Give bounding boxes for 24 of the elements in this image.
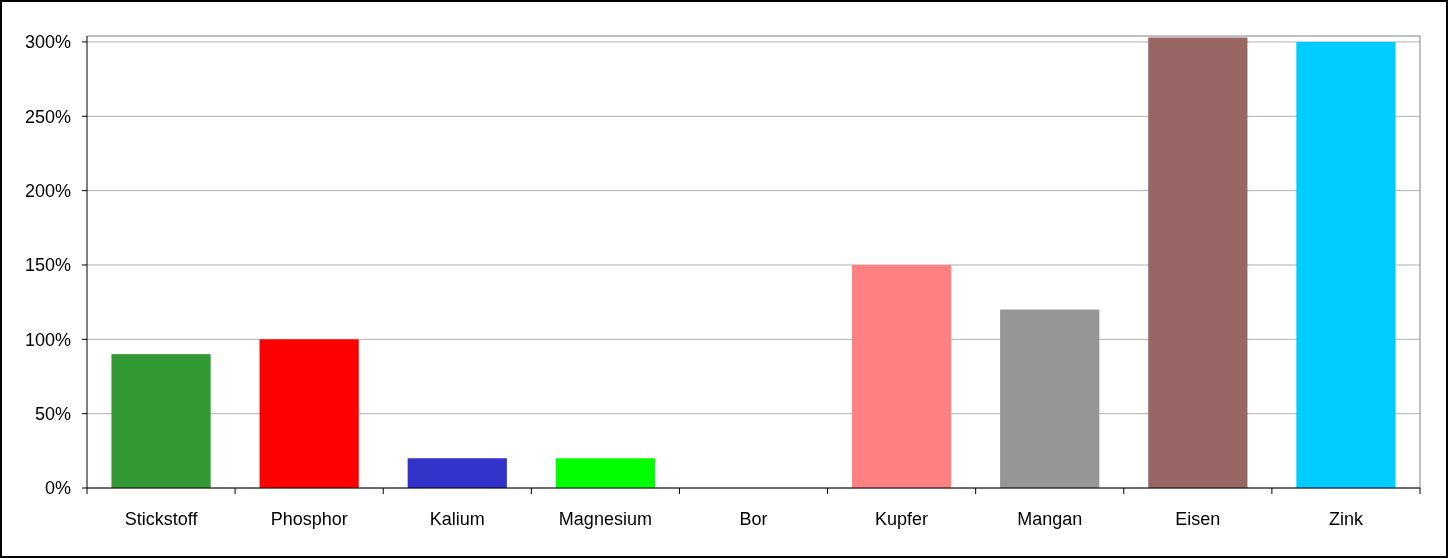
x-tick-label: Zink: [1328, 509, 1364, 529]
bar: [555, 458, 656, 488]
x-tick-label: Eisen: [1175, 509, 1221, 529]
bar: [1000, 309, 1100, 488]
y-tick-label: 0%: [44, 478, 71, 499]
bar: [259, 339, 359, 488]
y-tick-label: 200%: [24, 180, 71, 201]
x-tick-label: Mangan: [1017, 509, 1083, 529]
y-tick-label: 250%: [24, 106, 71, 127]
y-tick-label: 150%: [24, 255, 71, 276]
y-tick-label: 100%: [24, 329, 71, 350]
bar: [111, 354, 211, 488]
x-tick-label: Bor: [739, 509, 768, 529]
bar: [1148, 37, 1248, 488]
y-tick-label: 50%: [34, 403, 71, 424]
x-tick-label: Kupfer: [875, 509, 929, 529]
x-tick-label: Phosphor: [270, 509, 348, 529]
x-tick-label: Kalium: [429, 509, 485, 529]
x-tick-label: Magnesium: [558, 509, 652, 529]
bar: [851, 264, 952, 488]
x-tick-label: Stickstoff: [124, 509, 199, 529]
bar: [1296, 41, 1396, 488]
bar: [407, 458, 507, 488]
y-tick-label: 300%: [24, 32, 71, 53]
